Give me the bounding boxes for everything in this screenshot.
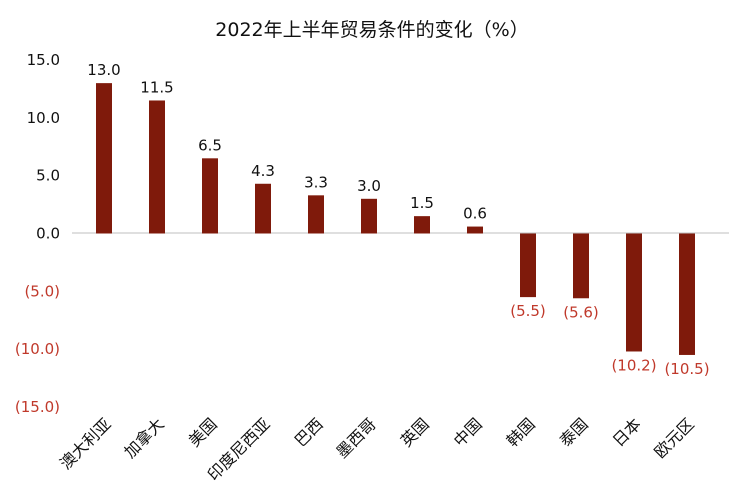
bar <box>149 100 165 234</box>
y-tick-label: 10.0 <box>27 109 60 127</box>
bar <box>573 233 589 299</box>
data-label: (10.2) <box>611 356 656 374</box>
data-label: 3.3 <box>304 173 328 191</box>
category-label: 中国 <box>450 414 486 450</box>
category-label: 墨西哥 <box>332 414 379 461</box>
watermark: 知乎 @pure日月 <box>583 457 712 477</box>
category-label: 巴西 <box>291 414 327 450</box>
y-tick-label: (15.0) <box>15 398 60 416</box>
data-label: 3.0 <box>357 177 381 195</box>
y-tick-label: 0.0 <box>36 225 60 243</box>
category-label: 英国 <box>397 414 433 450</box>
y-tick-label: (5.0) <box>24 282 60 300</box>
data-label: 1.5 <box>410 194 434 212</box>
data-label: (10.5) <box>664 360 709 378</box>
chart-title: 2022年上半年贸易条件的变化（%） <box>215 19 528 41</box>
y-tick-label: (10.0) <box>15 340 60 358</box>
category-label: 美国 <box>185 414 221 450</box>
category-label: 泰国 <box>556 414 592 450</box>
data-label: 6.5 <box>198 136 222 154</box>
bar <box>255 183 271 234</box>
bar <box>361 198 377 234</box>
category-label: 韩国 <box>503 414 539 450</box>
bar <box>467 226 483 234</box>
category-label: 澳大利亚 <box>56 414 115 473</box>
data-labels: 13.0 11.5 6.5 4.3 3.3 3.0 1.5 0.6 (5.5) (5.6) (10.… <box>87 61 709 378</box>
y-tick-label: 5.0 <box>36 167 60 185</box>
bar <box>626 233 642 352</box>
bar <box>679 233 695 355</box>
bar-series <box>96 83 695 355</box>
category-label: 日本 <box>609 414 645 450</box>
y-tick-label: 15.0 <box>27 51 60 69</box>
bar <box>202 158 218 234</box>
data-label: 11.5 <box>140 78 173 96</box>
category-label: 欧元区 <box>650 414 697 461</box>
category-label: 加拿大 <box>120 414 167 461</box>
data-label: (5.5) <box>510 302 546 320</box>
data-label: 4.3 <box>251 162 275 180</box>
data-label: 0.6 <box>463 205 487 223</box>
bar <box>308 195 324 234</box>
data-label: 13.0 <box>87 61 120 79</box>
y-axis-ticks: 15.0 10.0 5.0 0.0 (5.0) (10.0) (15.0) <box>15 51 60 416</box>
bar <box>520 233 536 298</box>
bar <box>414 216 430 234</box>
data-label: (5.6) <box>563 303 599 321</box>
bar <box>96 83 112 234</box>
